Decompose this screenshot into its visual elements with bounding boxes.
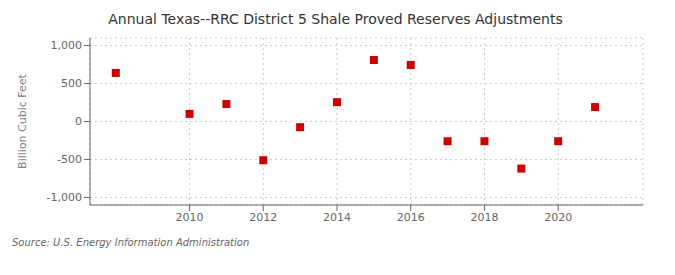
svg-text:0: 0 [75, 115, 82, 128]
html-text:Annual Texas--RRC District 5 S: Annual Texas--RRC District 5 Shale Prove… [108, 11, 563, 27]
svg-text:2018: 2018 [470, 211, 498, 224]
svg-text:1,000: 1,000 [51, 39, 83, 52]
html-text:Source: U.S. Energy Informatio: Source: U.S. Energy Information Administ… [12, 237, 250, 248]
svg-text:-500: -500 [57, 153, 82, 166]
svg-text:Billion Cubic Feet: Billion Cubic Feet [16, 73, 29, 168]
svg-text:2016: 2016 [397, 211, 425, 224]
svg-text:2020: 2020 [544, 211, 572, 224]
svg-text:2012: 2012 [249, 211, 277, 224]
svg-text:2010: 2010 [176, 211, 204, 224]
svg-text:500: 500 [61, 77, 82, 90]
svg-text:-1,000: -1,000 [47, 191, 82, 204]
svg-text:2014: 2014 [323, 211, 351, 224]
